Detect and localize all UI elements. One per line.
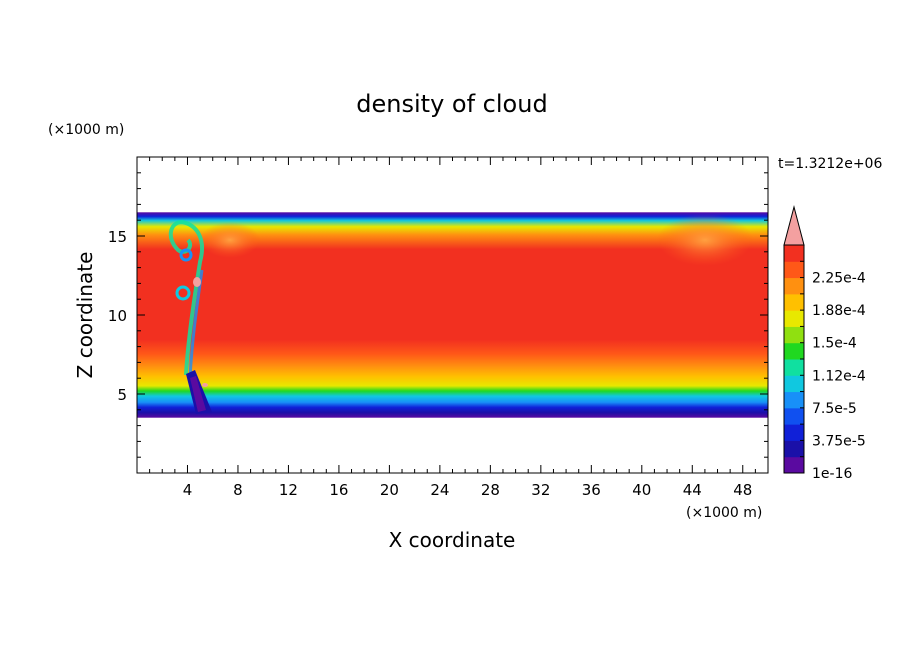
eddy-ring — [179, 248, 193, 262]
x-tick-label: 28 — [481, 481, 500, 499]
y-tick-label: 10 — [108, 307, 127, 325]
chart-title: density of cloud — [356, 90, 547, 118]
eddy-ring — [175, 285, 191, 301]
overflow-patch — [202, 383, 208, 387]
y-tick-label: 5 — [117, 386, 127, 404]
colorbar-label: 1.5e-4 — [812, 336, 857, 352]
colorbar-swatch — [784, 261, 804, 279]
x-tick-label: 36 — [582, 481, 601, 499]
x-tick-label: 4 — [183, 481, 193, 499]
colorbar-overflow-triangle — [783, 205, 805, 246]
updraft-core — [190, 376, 206, 412]
colorbar-swatch — [784, 359, 804, 376]
eddy-blob — [657, 214, 753, 266]
colorbar-label: 1.12e-4 — [812, 368, 866, 384]
heatmap-field — [137, 212, 768, 418]
colorbar-swatch — [784, 310, 804, 327]
colorbar-swatch — [784, 407, 804, 425]
colorbar-label: 2.25e-4 — [812, 271, 866, 287]
colorbar-swatch — [784, 277, 804, 295]
time-label: t=1.3212e+06 — [778, 156, 882, 172]
colorbar-swatch — [784, 391, 804, 409]
colorbar-swatch — [784, 245, 804, 262]
overflow-patch — [193, 277, 201, 287]
y-tick-label: 15 — [108, 228, 127, 246]
y-axis-title: Z coordinate — [73, 252, 97, 379]
eddy-blob — [200, 222, 260, 258]
colorbar-swatch — [784, 342, 804, 360]
colorbar-label: 1.88e-4 — [812, 303, 866, 319]
x-tick-label: 48 — [733, 481, 752, 499]
x-tick-label: 12 — [279, 481, 298, 499]
colorbar-swatch — [784, 375, 804, 393]
x-tick-label: 32 — [531, 481, 550, 499]
y-axis-ticks: 5 10 15 — [108, 172, 768, 458]
x-tick-label: 8 — [233, 481, 243, 499]
y-unit-label: (×1000 m) — [48, 122, 124, 138]
x-tick-label: 44 — [683, 481, 702, 499]
x-axis-ticks: 4 8 12 16 20 24 28 32 36 40 44 48 — [149, 157, 756, 499]
colorbar-swatch — [784, 440, 804, 458]
colorbar-swatch — [784, 293, 804, 311]
x-tick-label: 20 — [380, 481, 399, 499]
colorbar-swatch — [784, 326, 804, 344]
colorbar: 1e-16 3.75e-5 7.5e-5 1.12e-4 1.5e-4 1.88e-4 2.… — [783, 205, 866, 482]
x-unit-label: (×1000 m) — [686, 505, 762, 521]
x-tick-label: 40 — [632, 481, 651, 499]
x-axis-title: X coordinate — [389, 528, 516, 552]
colorbar-swatch — [784, 456, 804, 474]
colorbar-label: 1e-16 — [812, 466, 852, 482]
colorbar-label: 7.5e-5 — [812, 401, 857, 417]
x-tick-label: 16 — [329, 481, 348, 499]
x-tick-label: 24 — [430, 481, 449, 499]
colorbar-swatch — [784, 424, 804, 441]
colorbar-label: 3.75e-5 — [812, 433, 866, 449]
